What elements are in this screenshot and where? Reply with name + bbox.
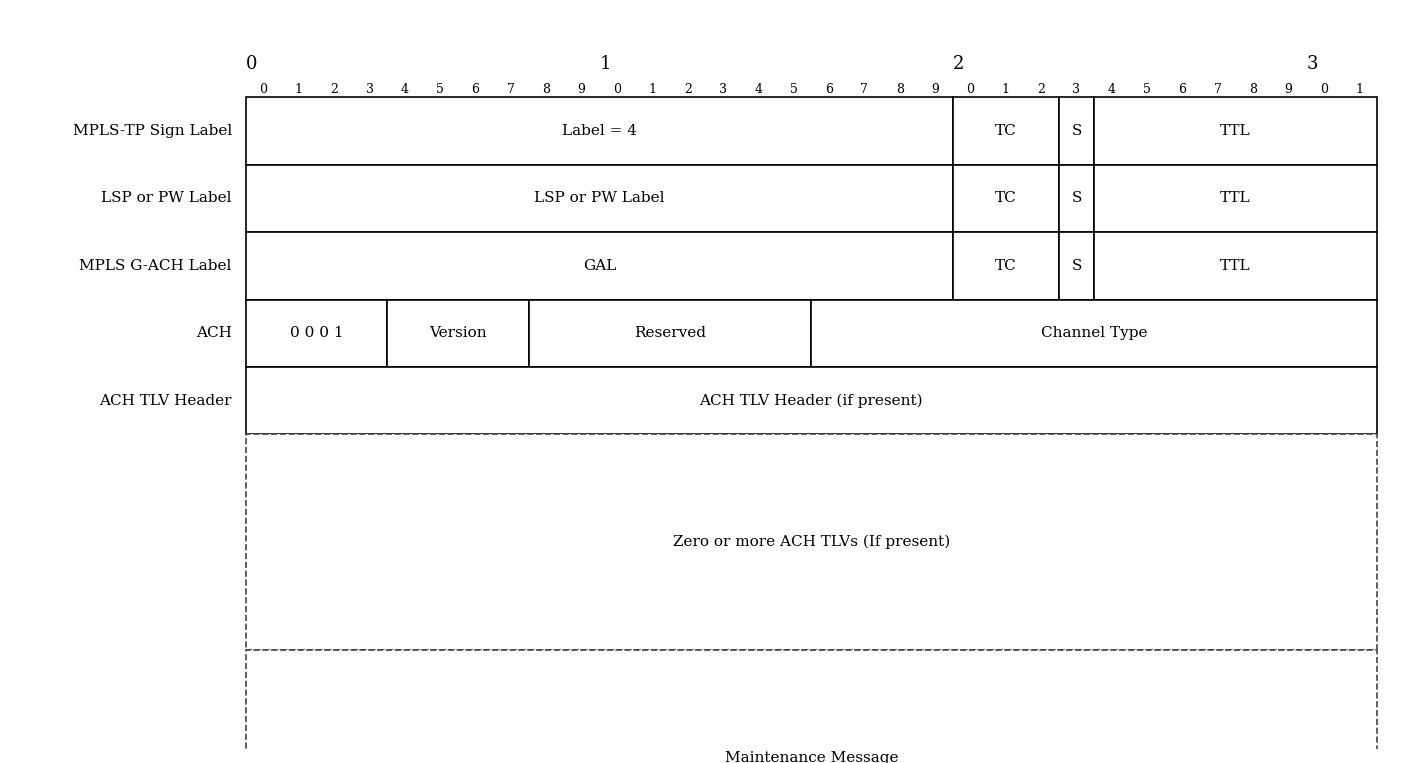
Text: MPLS G-ACH Label: MPLS G-ACH Label: [80, 259, 232, 273]
Text: 2: 2: [953, 55, 964, 72]
Bar: [388, 300, 528, 367]
Bar: [953, 165, 1059, 232]
Text: 3: 3: [719, 83, 726, 96]
Text: S: S: [1071, 259, 1082, 273]
Text: 0: 0: [613, 83, 621, 96]
Text: 1: 1: [1002, 83, 1010, 96]
Text: 0: 0: [967, 83, 975, 96]
Text: 0: 0: [246, 55, 257, 72]
Text: 9: 9: [1284, 83, 1293, 96]
Bar: [1094, 232, 1377, 300]
Text: 1: 1: [648, 83, 656, 96]
Text: 4: 4: [400, 83, 409, 96]
Text: Reserved: Reserved: [634, 327, 705, 340]
Text: Zero or more ACH TLVs (If present): Zero or more ACH TLVs (If present): [673, 535, 950, 549]
Bar: [953, 98, 1059, 165]
Text: Label = 4: Label = 4: [562, 124, 636, 138]
Text: 0: 0: [1319, 83, 1328, 96]
Text: Maintenance Message: Maintenance Message: [725, 751, 898, 763]
Bar: [528, 300, 811, 367]
Bar: [246, 434, 1377, 650]
Bar: [246, 367, 1377, 434]
Bar: [246, 98, 953, 165]
Bar: [1059, 98, 1094, 165]
Text: TC: TC: [995, 259, 1017, 273]
Bar: [953, 232, 1059, 300]
Text: 0 0 0 1: 0 0 0 1: [289, 327, 343, 340]
Text: GAL: GAL: [583, 259, 615, 273]
Bar: [246, 165, 953, 232]
Text: 5: 5: [437, 83, 444, 96]
Text: 2: 2: [684, 83, 691, 96]
Bar: [1094, 165, 1377, 232]
Text: S: S: [1071, 124, 1082, 138]
Text: 6: 6: [472, 83, 479, 96]
Text: 3: 3: [1072, 83, 1080, 96]
Text: TC: TC: [995, 124, 1017, 138]
Text: TTL: TTL: [1220, 124, 1250, 138]
Text: 6: 6: [825, 83, 833, 96]
Text: TTL: TTL: [1220, 192, 1250, 205]
Bar: [246, 300, 388, 367]
Bar: [246, 650, 1377, 763]
Text: 0: 0: [260, 83, 267, 96]
Text: 3: 3: [365, 83, 374, 96]
Text: 9: 9: [932, 83, 939, 96]
Bar: [1059, 165, 1094, 232]
Bar: [811, 300, 1377, 367]
Text: 8: 8: [1249, 83, 1257, 96]
Text: LSP or PW Label: LSP or PW Label: [101, 192, 232, 205]
Text: 6: 6: [1179, 83, 1186, 96]
Bar: [246, 232, 953, 300]
Text: 9: 9: [577, 83, 586, 96]
Bar: [1059, 232, 1094, 300]
Text: Version: Version: [429, 327, 486, 340]
Text: 7: 7: [1214, 83, 1222, 96]
Text: MPLS-TP Sign Label: MPLS-TP Sign Label: [73, 124, 232, 138]
Text: 4: 4: [1107, 83, 1116, 96]
Text: 7: 7: [507, 83, 514, 96]
Bar: [1094, 98, 1377, 165]
Text: Channel Type: Channel Type: [1041, 327, 1148, 340]
Text: ACH: ACH: [195, 327, 232, 340]
Text: ACH TLV Header (if present): ACH TLV Header (if present): [700, 394, 923, 408]
Text: 8: 8: [542, 83, 551, 96]
Text: 5: 5: [790, 83, 798, 96]
Text: S: S: [1071, 192, 1082, 205]
Text: 2: 2: [330, 83, 339, 96]
Text: 1: 1: [295, 83, 303, 96]
Text: 4: 4: [754, 83, 763, 96]
Text: TTL: TTL: [1220, 259, 1250, 273]
Text: ACH TLV Header: ACH TLV Header: [100, 394, 232, 407]
Text: 1: 1: [600, 55, 611, 72]
Text: 8: 8: [896, 83, 903, 96]
Text: 1: 1: [1356, 83, 1363, 96]
Text: 2: 2: [1037, 83, 1045, 96]
Text: 3: 3: [1307, 55, 1318, 72]
Text: 5: 5: [1144, 83, 1151, 96]
Text: 7: 7: [860, 83, 868, 96]
Text: LSP or PW Label: LSP or PW Label: [534, 192, 665, 205]
Text: TC: TC: [995, 192, 1017, 205]
